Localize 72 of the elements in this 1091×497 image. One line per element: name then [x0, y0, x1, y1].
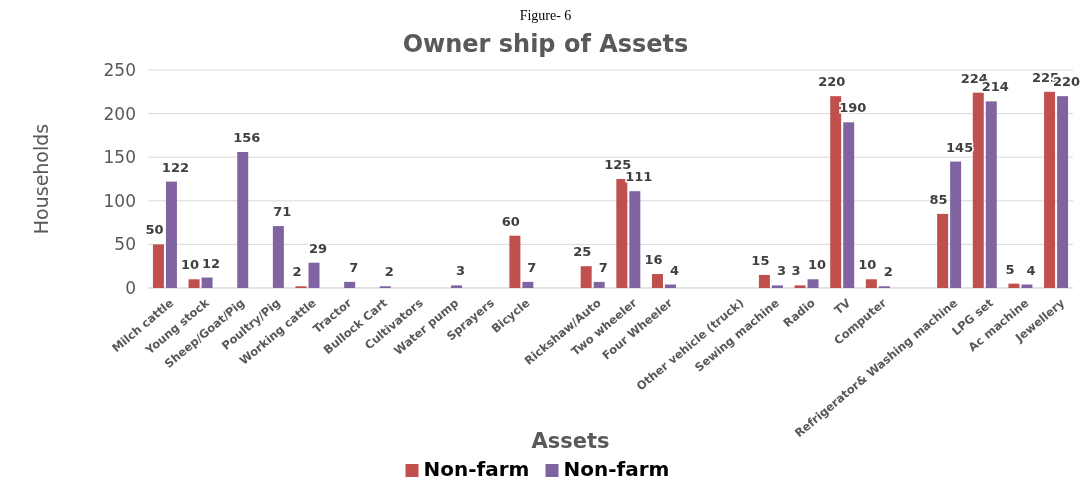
data-label: 220 — [818, 74, 846, 90]
data-label: 2 — [292, 264, 302, 280]
bar — [1057, 96, 1069, 288]
data-label: 10 — [181, 257, 200, 273]
data-label: 4 — [1026, 262, 1036, 278]
y-tick-label: 0 — [125, 277, 136, 298]
bar — [308, 262, 320, 288]
bar — [985, 101, 997, 288]
legend-label: Non-farm — [423, 457, 530, 481]
bar — [937, 213, 949, 288]
data-label: 10 — [858, 257, 877, 273]
bar — [1044, 91, 1056, 288]
bar — [451, 285, 463, 288]
bar — [237, 151, 249, 288]
bar — [843, 122, 855, 288]
bar — [580, 266, 592, 288]
data-label: 7 — [527, 259, 537, 275]
legend-label: Non-farm — [563, 457, 670, 481]
data-label: 5 — [1005, 261, 1015, 277]
chart-title: Owner ship of Assets — [402, 30, 689, 58]
bar — [950, 161, 962, 288]
y-tick-label: 250 — [103, 59, 136, 80]
data-label: 60 — [501, 213, 520, 229]
data-label: 71 — [273, 204, 292, 220]
data-label: 12 — [202, 255, 221, 271]
bar — [794, 285, 806, 288]
bar — [152, 244, 164, 288]
data-label: 125 — [604, 157, 632, 172]
data-label: 10 — [808, 257, 827, 273]
bar — [830, 96, 842, 288]
bar — [758, 274, 770, 288]
bar — [509, 235, 521, 288]
data-label: 111 — [625, 169, 653, 185]
bar — [272, 226, 284, 288]
bar — [972, 92, 984, 288]
y-tick-label: 100 — [103, 190, 136, 211]
data-label: 25 — [573, 244, 592, 260]
data-label: 122 — [161, 159, 189, 175]
bar — [522, 281, 534, 288]
bar — [807, 279, 819, 288]
bar — [651, 274, 663, 288]
y-tick-label: 200 — [103, 103, 136, 124]
data-label: 16 — [644, 252, 663, 268]
bar — [629, 191, 641, 288]
data-label: 3 — [776, 263, 786, 279]
bar — [165, 181, 177, 288]
data-label: 7 — [349, 259, 359, 275]
data-label: 3 — [456, 263, 466, 279]
data-label: 85 — [929, 191, 948, 207]
data-label: 29 — [308, 240, 328, 256]
data-label: 4 — [669, 262, 679, 278]
bar — [616, 179, 628, 288]
bar — [771, 285, 783, 288]
data-label: 7 — [598, 259, 608, 275]
y-tick-label: 50 — [114, 234, 136, 255]
bar — [865, 279, 877, 288]
data-label: 3 — [791, 263, 801, 279]
data-label: 156 — [233, 129, 261, 145]
y-axis-title: Households — [30, 123, 52, 235]
bar — [201, 277, 213, 288]
bar — [188, 279, 200, 288]
data-label: 2 — [384, 264, 394, 280]
y-tick-label: 150 — [103, 147, 136, 168]
data-label: 2 — [883, 264, 893, 280]
text: Figure- 6 — [519, 8, 572, 23]
bar — [344, 281, 356, 288]
bar — [1008, 283, 1020, 288]
data-label: 50 — [145, 222, 164, 238]
bar — [593, 281, 605, 288]
data-label: 15 — [751, 252, 770, 268]
x-axis-title: Assets — [531, 429, 610, 453]
data-label: 145 — [946, 139, 974, 155]
